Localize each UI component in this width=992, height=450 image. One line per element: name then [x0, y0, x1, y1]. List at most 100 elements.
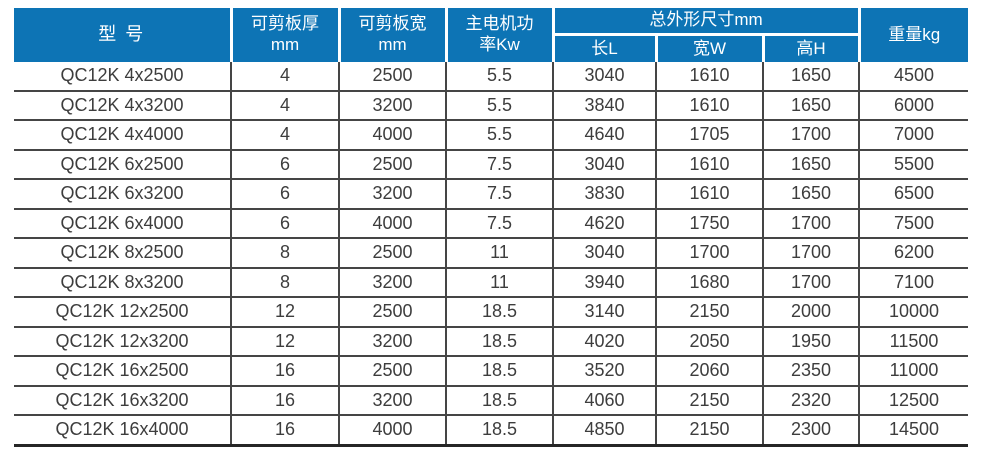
cell-cut-thickness-mm: 16	[230, 356, 339, 387]
cell-height-h: 1950	[761, 326, 860, 358]
cell-cut-thickness-mm: 4	[230, 120, 339, 151]
cell-height-h: 1650	[761, 90, 860, 122]
cell-height-h: 1700	[761, 238, 860, 269]
cell-height-h: 2000	[761, 297, 860, 328]
table-row: QC12K 6x3200 6 3200 7.5 3830 1610 1650 6500	[14, 179, 969, 210]
cell-cut-width-mm: 3200	[338, 267, 446, 299]
cell-height-h: 1700	[761, 208, 860, 240]
cell-motor-power-kw: 7.5	[445, 208, 553, 240]
cell-length-l: 4640	[552, 120, 656, 151]
cell-width-w: 1700	[655, 238, 763, 269]
cell-cut-thickness-mm: 12	[230, 326, 339, 358]
cell-width-w: 1610	[655, 149, 763, 181]
header-height-h: 高H	[761, 34, 860, 63]
cell-height-h: 1650	[761, 149, 860, 181]
cell-cut-thickness-mm: 12	[230, 297, 339, 328]
cell-length-l: 3520	[552, 356, 656, 387]
cell-cut-thickness-mm: 6	[230, 179, 339, 210]
spec-table-container: 型 号 可剪板厚 mm 可剪板宽 mm 主电机功 率Kw 总外形尺寸mm 重量k…	[14, 8, 969, 447]
cell-cut-width-mm: 2500	[338, 149, 446, 181]
table-row: QC12K 4x3200 4 3200 5.5 3840 1610 1650 6000	[14, 90, 969, 122]
cell-motor-power-kw: 5.5	[445, 120, 553, 151]
cell-length-l: 4060	[552, 385, 656, 417]
cell-weight-kg: 12500	[858, 385, 969, 417]
cell-length-l: 3940	[552, 267, 656, 299]
cell-weight-kg: 7100	[858, 267, 969, 299]
cell-width-w: 2050	[655, 326, 763, 358]
cell-weight-kg: 11000	[858, 356, 969, 387]
cell-height-h: 2300	[761, 415, 860, 447]
header-cut-thickness-line1: 可剪板厚	[251, 14, 319, 34]
cell-weight-kg: 11500	[858, 326, 969, 358]
cell-width-w: 2150	[655, 297, 763, 328]
cell-model: QC12K 4x4000	[14, 120, 231, 151]
table-row: QC12K 16x2500 16 2500 18.5 3520 2060 2350 11000	[14, 356, 969, 387]
header-cut-width-unit: mm	[378, 34, 407, 54]
cell-motor-power-kw: 18.5	[445, 326, 553, 358]
cell-length-l: 3830	[552, 179, 656, 210]
cell-height-h: 1650	[761, 179, 860, 210]
cell-cut-width-mm: 2500	[338, 62, 446, 92]
cell-cut-width-mm: 2500	[338, 238, 446, 269]
cell-height-h: 1700	[761, 267, 860, 299]
cell-motor-power-kw: 18.5	[445, 415, 553, 447]
spec-table-body: QC12K 4x2500 4 2500 5.5 3040 1610 1650 4500 QC12…	[14, 62, 969, 447]
header-cut-width-line1: 可剪板宽	[358, 14, 427, 34]
cell-weight-kg: 14500	[858, 415, 969, 447]
cell-length-l: 4850	[552, 415, 656, 447]
cell-motor-power-kw: 18.5	[445, 297, 553, 328]
cell-weight-kg: 6500	[858, 179, 969, 210]
cell-motor-power-kw: 18.5	[445, 356, 553, 387]
cell-cut-thickness-mm: 8	[230, 238, 339, 269]
cell-motor-power-kw: 11	[445, 267, 553, 299]
cell-cut-width-mm: 3200	[338, 385, 446, 417]
cell-weight-kg: 6000	[858, 90, 969, 122]
cell-height-h: 2350	[761, 356, 860, 387]
cell-weight-kg: 5500	[858, 149, 969, 181]
cell-length-l: 3140	[552, 297, 656, 328]
cell-model: QC12K 4x3200	[14, 90, 231, 122]
table-row: QC12K 4x4000 4 4000 5.5 4640 1705 1700 7000	[14, 120, 969, 151]
cell-cut-width-mm: 2500	[338, 297, 446, 328]
cell-weight-kg: 4500	[858, 62, 969, 92]
cell-cut-width-mm: 4000	[338, 208, 446, 240]
cell-model: QC12K 8x3200	[14, 267, 231, 299]
cell-cut-width-mm: 2500	[338, 356, 446, 387]
cell-width-w: 2060	[655, 356, 763, 387]
cell-motor-power-kw: 7.5	[445, 179, 553, 210]
table-row: QC12K 12x2500 12 2500 18.5 3140 2150 2000 10000	[14, 297, 969, 328]
header-cut-thickness-unit: mm	[270, 34, 300, 54]
header-overall-dimensions: 总外形尺寸mm	[551, 8, 860, 37]
header-motor-power: 主电机功 率Kw	[444, 8, 553, 63]
cell-length-l: 3040	[552, 62, 656, 92]
cell-length-l: 4620	[552, 208, 656, 240]
cell-model: QC12K 6x3200	[14, 179, 231, 210]
cell-model: QC12K 16x3200	[14, 385, 231, 417]
cell-width-w: 2150	[655, 385, 763, 417]
cell-cut-width-mm: 3200	[338, 90, 446, 122]
cell-cut-thickness-mm: 8	[230, 267, 339, 299]
cell-cut-thickness-mm: 4	[230, 90, 339, 122]
cell-length-l: 4020	[552, 326, 656, 358]
cell-width-w: 1750	[655, 208, 763, 240]
header-width-w: 宽W	[654, 34, 763, 63]
spec-table: 型 号 可剪板厚 mm 可剪板宽 mm 主电机功 率Kw 总外形尺寸mm 重量k…	[14, 8, 969, 447]
cell-cut-thickness-mm: 16	[230, 385, 339, 417]
cell-width-w: 1705	[655, 120, 763, 151]
table-row: QC12K 16x3200 16 3200 18.5 4060 2150 2320 12500	[14, 385, 969, 417]
cell-cut-width-mm: 4000	[338, 415, 446, 447]
cell-model: QC12K 6x2500	[14, 149, 231, 181]
cell-model: QC12K 6x4000	[14, 208, 231, 240]
cell-model: QC12K 8x2500	[14, 238, 231, 269]
cell-width-w: 2150	[655, 415, 763, 447]
cell-height-h: 1700	[761, 120, 860, 151]
cell-cut-thickness-mm: 4	[230, 62, 339, 92]
table-row: QC12K 16x4000 16 4000 18.5 4850 2150 2300 14500	[14, 415, 969, 447]
table-row: QC12K 12x3200 12 3200 18.5 4020 2050 1950 11500	[14, 326, 969, 358]
cell-cut-width-mm: 3200	[338, 179, 446, 210]
cell-model: QC12K 4x2500	[14, 62, 231, 92]
cell-length-l: 3040	[552, 238, 656, 269]
cell-motor-power-kw: 5.5	[445, 62, 553, 92]
cell-model: QC12K 12x2500	[14, 297, 231, 328]
cell-cut-thickness-mm: 6	[230, 149, 339, 181]
